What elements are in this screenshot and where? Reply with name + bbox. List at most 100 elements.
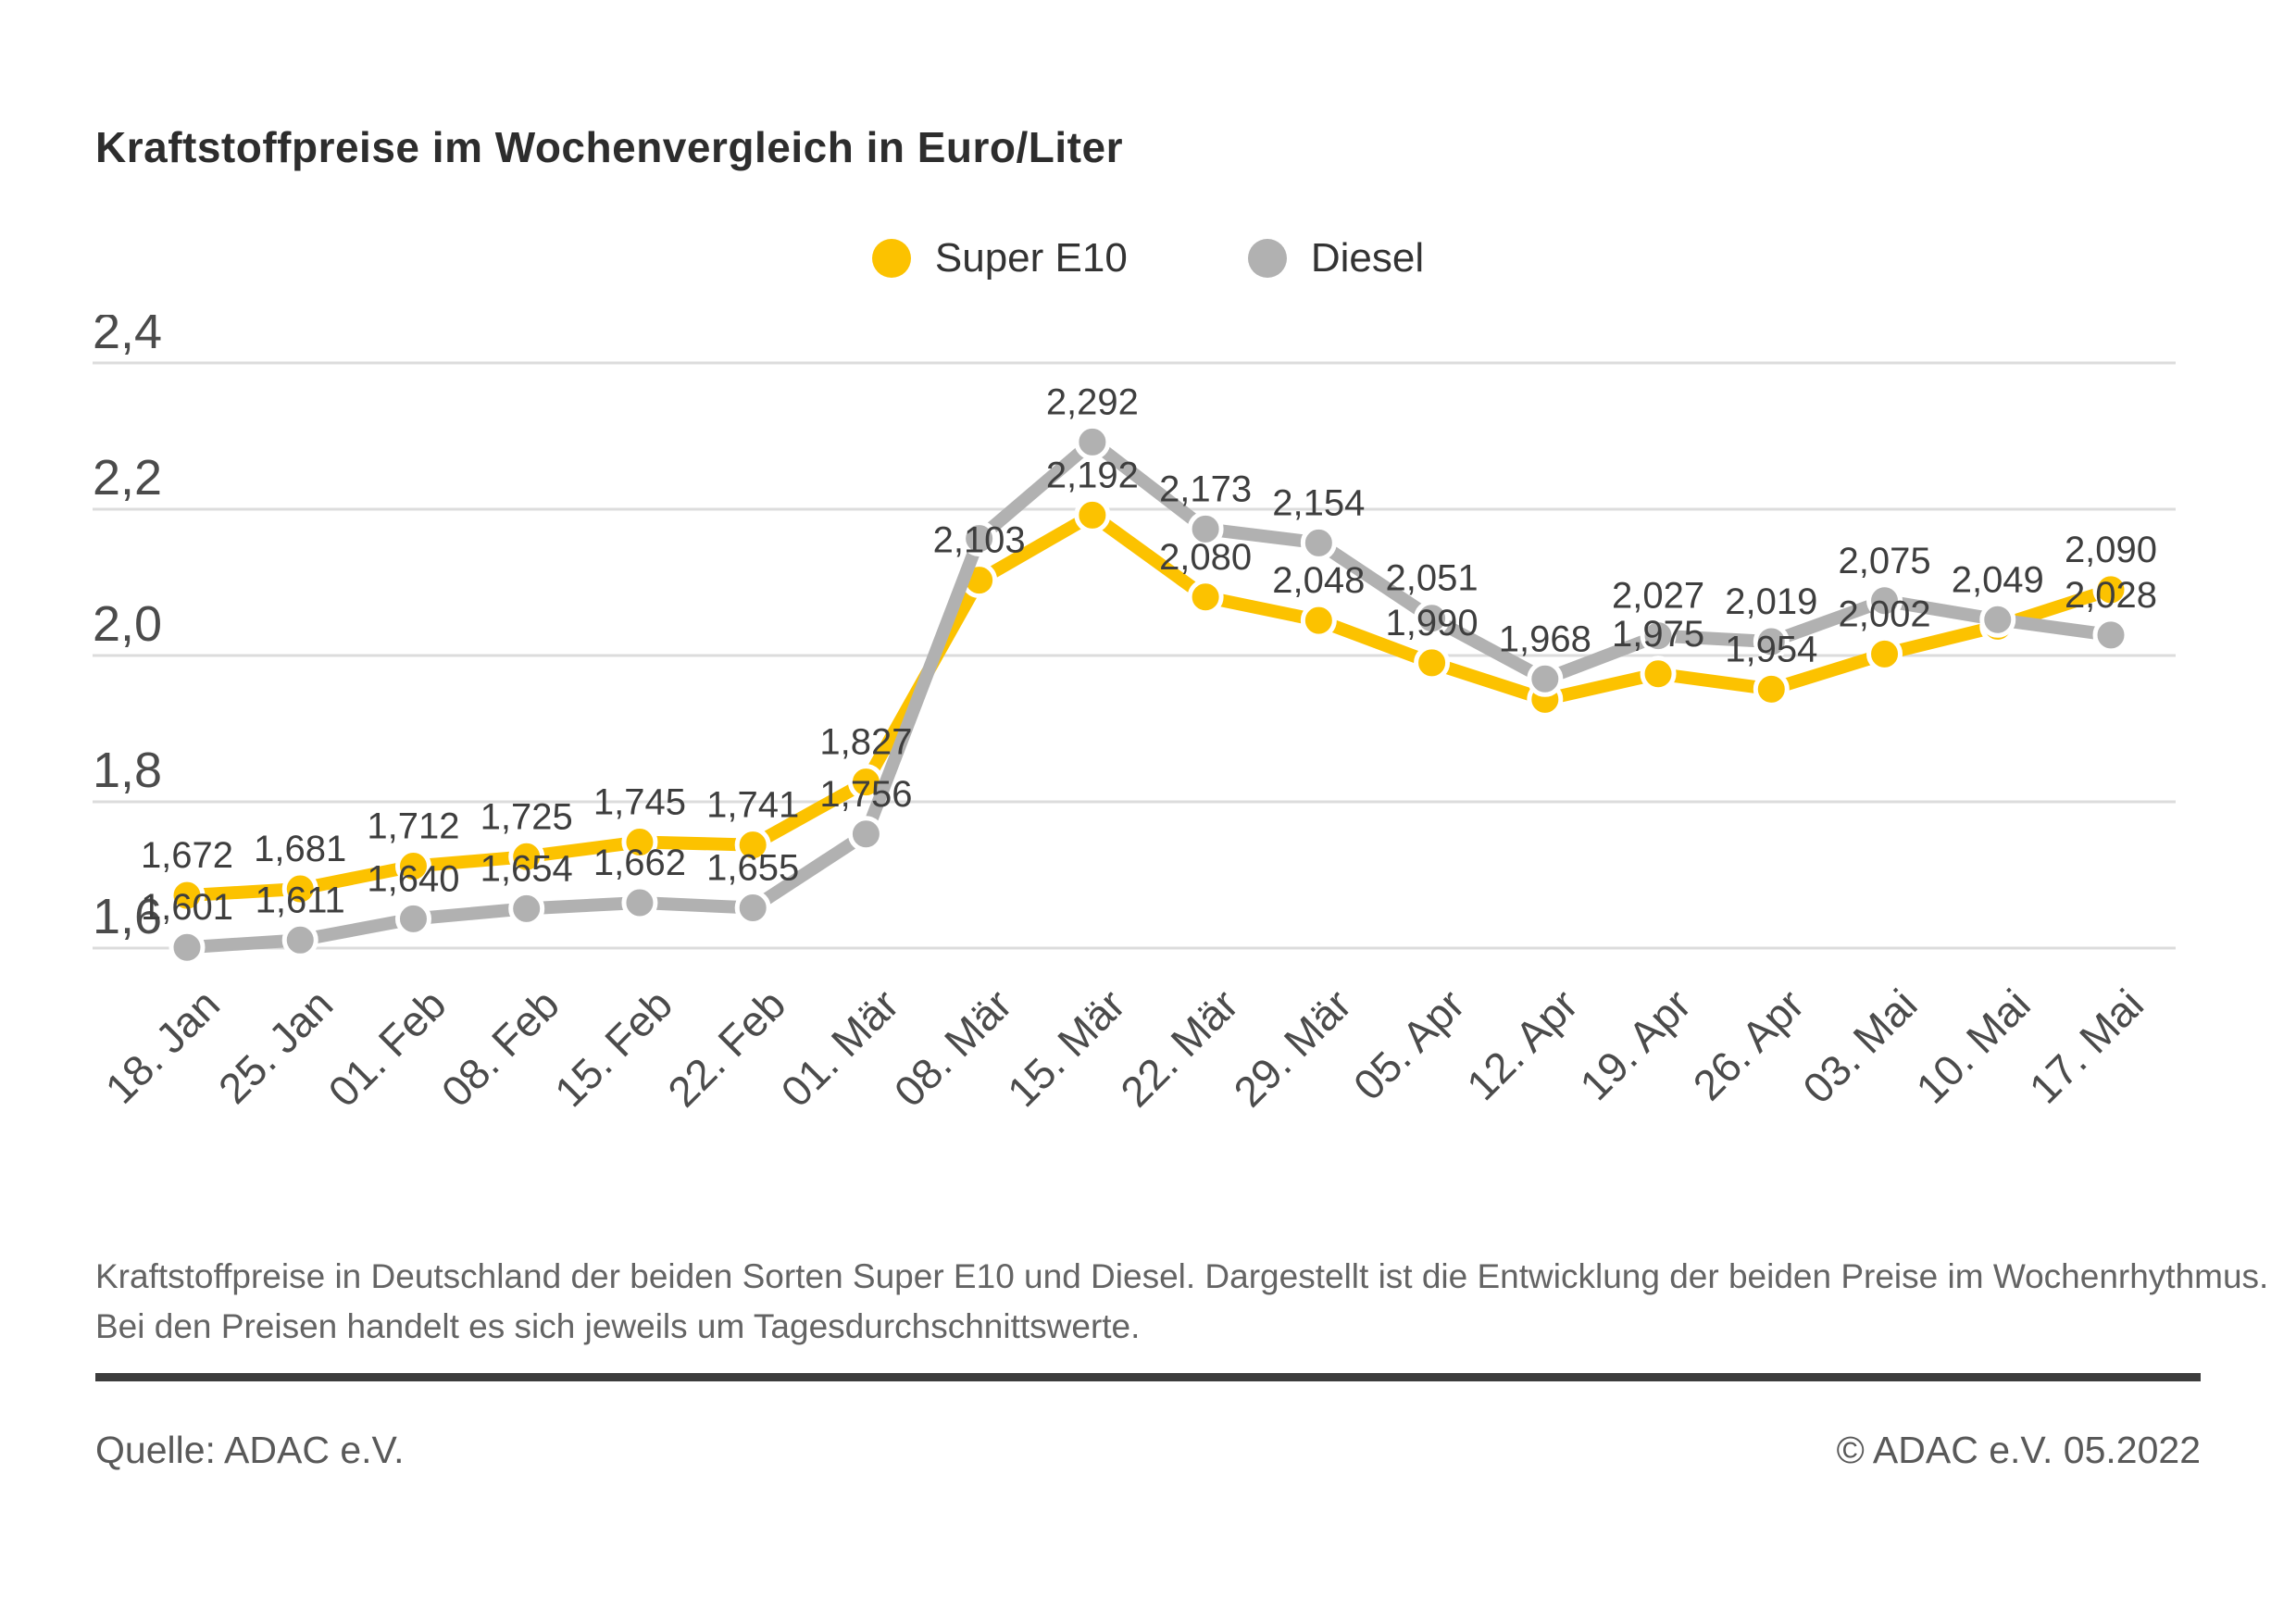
data-point-diesel bbox=[281, 921, 318, 958]
y-axis-tick-label: 1,8 bbox=[93, 743, 162, 798]
data-label-super-e10: 2,103 bbox=[933, 520, 1026, 561]
x-axis-tick-label: 26. Apr bbox=[1684, 980, 1814, 1109]
data-label-super-e10: 1,681 bbox=[254, 829, 346, 869]
data-point-diesel bbox=[1527, 660, 1564, 697]
y-axis-tick-label: 2,0 bbox=[93, 596, 162, 652]
x-axis-tick-label: 18. Jan bbox=[96, 980, 229, 1112]
data-label-diesel: 1,655 bbox=[706, 848, 799, 889]
data-label-diesel: 1,611 bbox=[256, 880, 345, 920]
x-axis-tick-label: 22. Feb bbox=[658, 980, 794, 1116]
data-label-super-e10: 1,672 bbox=[141, 835, 233, 876]
data-label-diesel: 1,601 bbox=[141, 887, 233, 928]
data-point-diesel bbox=[621, 884, 658, 921]
series-line-diesel bbox=[181, 435, 2117, 955]
x-axis-tick-label: 25. Jan bbox=[209, 980, 342, 1112]
data-label-super-e10: 1,741 bbox=[706, 785, 799, 826]
x-axis-tick-label: 01. Mär bbox=[771, 980, 907, 1116]
x-axis-tick-label: 08. Mär bbox=[885, 980, 1021, 1116]
data-point-super-e10 bbox=[1187, 579, 1224, 616]
data-point-super-e10 bbox=[281, 870, 318, 907]
data-point-super-e10 bbox=[1866, 635, 1903, 672]
x-axis-tick-label: 12. Apr bbox=[1457, 980, 1587, 1109]
data-label-super-e10: 2,002 bbox=[1838, 593, 1930, 634]
data-label-super-e10: 1,745 bbox=[593, 781, 686, 822]
y-axis-tick-label: 2,2 bbox=[93, 450, 162, 506]
data-point-diesel bbox=[1753, 623, 1790, 660]
data-label-super-e10: 2,192 bbox=[1046, 455, 1139, 495]
data-point-diesel bbox=[961, 520, 998, 557]
data-point-diesel bbox=[1866, 582, 1903, 619]
data-label-super-e10: 2,048 bbox=[1272, 560, 1365, 601]
data-point-super-e10 bbox=[734, 827, 771, 864]
data-label-diesel: 2,075 bbox=[1838, 541, 1930, 581]
data-point-diesel bbox=[1074, 423, 1111, 460]
data-label-diesel: 2,049 bbox=[1952, 559, 2044, 600]
data-point-super-e10 bbox=[1074, 496, 1111, 533]
data-point-super-e10 bbox=[621, 823, 658, 860]
data-point-diesel bbox=[1414, 600, 1451, 637]
data-label-diesel: 1,662 bbox=[593, 843, 686, 883]
data-label-super-e10: 1,827 bbox=[819, 722, 912, 763]
data-label-diesel: 2,027 bbox=[1612, 576, 1704, 617]
data-label-super-e10: 1,712 bbox=[367, 806, 459, 847]
legend-label-super-e10: Super E10 bbox=[934, 235, 1128, 281]
chart-description: Kraftstoffpreise in Deutschland der beid… bbox=[95, 1257, 2269, 1345]
x-axis-tick-label: 01. Feb bbox=[318, 980, 455, 1116]
legend-label-diesel: Diesel bbox=[1310, 235, 1425, 281]
legend-item-diesel: Diesel bbox=[1247, 235, 1425, 281]
x-axis-tick-label: 17. Mai bbox=[2020, 980, 2152, 1112]
footer-source: Quelle: ADAC e.V. bbox=[95, 1429, 405, 1471]
data-label-diesel: 2,028 bbox=[2065, 575, 2157, 616]
x-axis-tick-label: 15. Mär bbox=[998, 980, 1134, 1116]
data-label-super-e10: 1,954 bbox=[1725, 629, 1817, 669]
data-point-super-e10 bbox=[1640, 656, 1677, 693]
data-label-diesel: 1,968 bbox=[1499, 618, 1591, 659]
data-label-diesel: 2,173 bbox=[1159, 468, 1252, 509]
x-axis-tick-label: 08. Feb bbox=[432, 980, 568, 1116]
data-point-super-e10 bbox=[394, 848, 431, 885]
x-axis-tick-label: 19. Apr bbox=[1570, 980, 1700, 1109]
data-point-diesel bbox=[1640, 618, 1677, 655]
data-label-diesel: 2,292 bbox=[1046, 381, 1139, 422]
data-point-super-e10 bbox=[168, 877, 206, 914]
x-axis-tick-label: 29. Mär bbox=[1224, 980, 1360, 1116]
data-label-diesel: 1,756 bbox=[819, 774, 912, 815]
data-point-diesel bbox=[394, 900, 431, 937]
x-axis-tick-label: 05. Apr bbox=[1344, 980, 1474, 1109]
data-point-super-e10 bbox=[1300, 602, 1337, 639]
page-title: Kraftstoffpreise im Wochenvergleich in E… bbox=[95, 123, 1123, 171]
legend-item-super-e10: Super E10 bbox=[871, 235, 1128, 281]
data-point-diesel bbox=[1979, 601, 2016, 638]
chart-legend: Super E10 Diesel bbox=[0, 235, 2296, 281]
data-point-diesel bbox=[1300, 524, 1337, 561]
data-label-diesel: 2,019 bbox=[1725, 581, 1817, 622]
data-point-diesel bbox=[847, 816, 884, 853]
data-point-diesel bbox=[168, 929, 206, 966]
data-point-super-e10 bbox=[508, 838, 545, 875]
data-point-super-e10 bbox=[2092, 571, 2129, 608]
data-point-diesel bbox=[508, 890, 545, 927]
data-label-super-e10: 2,090 bbox=[2065, 530, 2157, 570]
data-label-diesel: 2,051 bbox=[1386, 558, 1479, 599]
data-label-super-e10: 2,080 bbox=[1159, 537, 1252, 578]
data-point-diesel bbox=[734, 890, 771, 927]
x-axis-tick-label: 03. Mai bbox=[1793, 980, 1926, 1112]
data-point-diesel bbox=[2092, 617, 2129, 654]
footer-copyright: © ADAC e.V. 05.2022 bbox=[1836, 1429, 2201, 1471]
legend-dot-super-e10-icon bbox=[871, 239, 911, 278]
legend-dot-diesel-icon bbox=[1247, 239, 1287, 278]
data-label-diesel: 1,640 bbox=[367, 858, 459, 899]
data-label-super-e10: 1,990 bbox=[1386, 603, 1479, 643]
series-line-super-e10 bbox=[181, 508, 2117, 903]
x-axis-tick-label: 22. Mär bbox=[1111, 980, 1247, 1116]
data-label-diesel: 1,654 bbox=[480, 848, 573, 889]
data-point-diesel bbox=[1187, 510, 1224, 547]
footer-divider bbox=[95, 1373, 2201, 1381]
data-point-super-e10 bbox=[1414, 644, 1451, 681]
x-axis-tick-label: 10. Mai bbox=[1906, 980, 2039, 1112]
data-label-super-e10: 1,725 bbox=[480, 796, 573, 837]
data-label-super-e10: 1,975 bbox=[1612, 614, 1704, 655]
y-axis-tick-label: 1,6 bbox=[93, 889, 162, 944]
x-axis-tick-label: 15. Feb bbox=[545, 980, 681, 1116]
